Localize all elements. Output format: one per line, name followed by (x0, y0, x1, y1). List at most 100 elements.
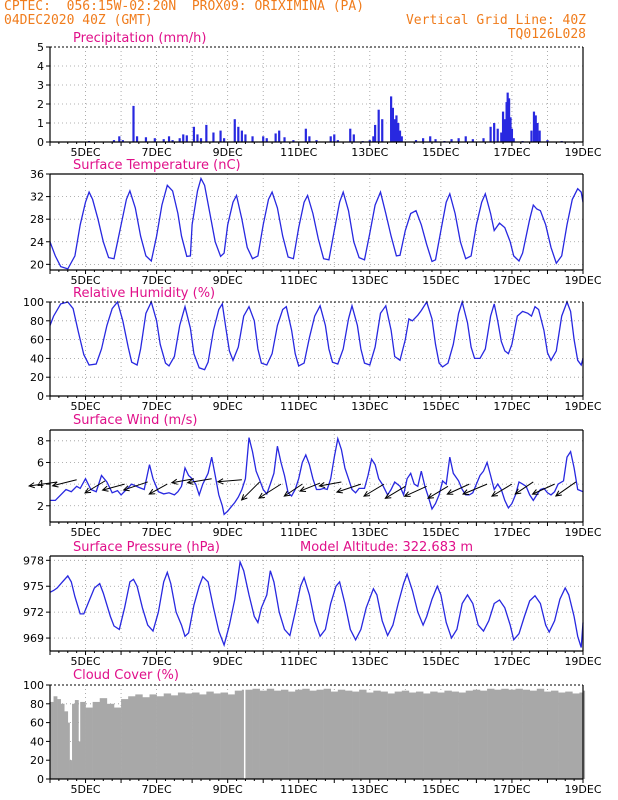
precip-ytick-label: 5 (37, 41, 44, 54)
precip-ytick-label: 4 (37, 60, 44, 73)
cloud-bar (135, 694, 143, 779)
wind-xtick-label: 9DEC (213, 526, 243, 539)
cloud-bar (57, 699, 61, 779)
pressure-panel (46, 555, 584, 655)
wind-arrowhead (554, 490, 562, 497)
precip-bar (352, 134, 355, 142)
cloud-bar (366, 692, 374, 779)
cloud-ytick-label: 20 (30, 754, 44, 767)
wind-arrowhead (298, 486, 307, 492)
cloud-xtick-label: 7DEC (142, 783, 172, 796)
precip-ytick-label: 3 (37, 79, 44, 92)
rh-xtick-label: 15DEC (422, 400, 459, 413)
wind-title: Surface Wind (m/s) (73, 413, 197, 428)
cloud-ytick-label: 100 (23, 679, 44, 692)
pressure-xtick-label: 9DEC (213, 655, 243, 668)
precip-bar (500, 132, 503, 142)
rh-title: Relative Humidity (%) (73, 286, 215, 301)
precip-xtick-label: 17DEC (493, 146, 530, 159)
cloud-bar (234, 690, 243, 779)
wind-arrowhead (335, 487, 343, 494)
wind-arrowhead (531, 489, 539, 495)
temp-xtick-label: 11DEC (280, 274, 317, 287)
wind-arrowhead (283, 490, 291, 497)
precip-bar (506, 92, 509, 142)
precip-bar (196, 134, 199, 142)
wind-arrowhead (148, 488, 156, 495)
pressure-xtick-label: 15DEC (422, 655, 459, 668)
rh-xtick-label: 19DEC (564, 400, 601, 413)
cloud-bar (344, 690, 353, 779)
precip-bar (178, 138, 181, 142)
cloud-bar (74, 700, 79, 779)
cloud-bar (163, 693, 172, 779)
precip-xtick-label: 15DEC (422, 146, 459, 159)
pressure-xtick-label: 11DEC (280, 655, 317, 668)
temp-series-line (49, 176, 584, 270)
cloud-bar (401, 690, 410, 779)
precip-bar (507, 98, 511, 142)
wind-arrowhead (216, 478, 224, 485)
cloud-bar (373, 690, 381, 779)
precip-ytick-label: 1 (37, 117, 44, 130)
cloud-bar (394, 691, 403, 779)
rh-ytick-label: 40 (30, 352, 44, 365)
rh-xtick-label: 11DEC (280, 400, 317, 413)
precip-bar (244, 134, 247, 142)
wind-arrow (123, 481, 148, 491)
cloud-xtick-label: 9DEC (213, 783, 243, 796)
wind-ytick-label: 4 (37, 478, 44, 491)
precip-bar (464, 136, 467, 142)
cloud-bar (245, 689, 253, 779)
precip-bar (414, 140, 418, 142)
precip-bar (278, 130, 281, 142)
cloud-bar (113, 707, 122, 779)
cloud-bar (572, 693, 580, 779)
precip-bar (429, 136, 432, 142)
precip-bar (233, 119, 236, 142)
precip-bar (283, 137, 286, 142)
wind-arrowhead (170, 478, 178, 485)
temp-ytick-label: 32 (30, 191, 44, 204)
precip-bar (274, 133, 277, 142)
cloud-bar (444, 690, 452, 779)
rh-ytick-label: 80 (30, 315, 44, 328)
wind-arrowhead (363, 490, 371, 497)
cloud-bar (522, 689, 530, 779)
cloud-bar (220, 692, 228, 779)
cloud-bar (415, 691, 424, 779)
wind-arrow (404, 485, 427, 497)
cloud-bar (92, 701, 101, 779)
header-grid-note: Vertical Grid Line: 40Z (405, 13, 586, 28)
wind-arrowhead (122, 485, 130, 492)
cloud-bar (501, 688, 509, 779)
precip-bar (251, 136, 254, 142)
cloud-bar (536, 688, 545, 779)
wind-arrow (84, 480, 106, 494)
precip-bar (167, 136, 171, 142)
wind-panel (27, 429, 584, 526)
cloud-bar (128, 696, 136, 779)
temp-xtick-label: 15DEC (422, 274, 459, 287)
rh-xtick-label: 7DEC (142, 400, 172, 413)
wind-arrowhead (51, 481, 59, 488)
wind-arrow (241, 481, 261, 501)
cloud-bar (69, 760, 73, 779)
precip-bar (372, 136, 375, 142)
rh-panel (46, 299, 584, 400)
wind-arrowhead (461, 489, 470, 495)
temp-ytick-label: 24 (30, 236, 44, 249)
wind-arrow (319, 481, 342, 487)
precip-bar (509, 117, 512, 142)
cloud-bar (551, 690, 559, 779)
wind-arrow (258, 483, 282, 499)
wind-arrow (491, 483, 513, 497)
precip-bar (182, 134, 185, 142)
precip-bar (538, 130, 541, 142)
precip-bar (489, 126, 492, 142)
wind-series-line (50, 436, 584, 516)
precip-bar (308, 136, 311, 142)
rh-ytick-label: 60 (30, 334, 44, 347)
pressure-xtick-label: 7DEC (142, 655, 172, 668)
